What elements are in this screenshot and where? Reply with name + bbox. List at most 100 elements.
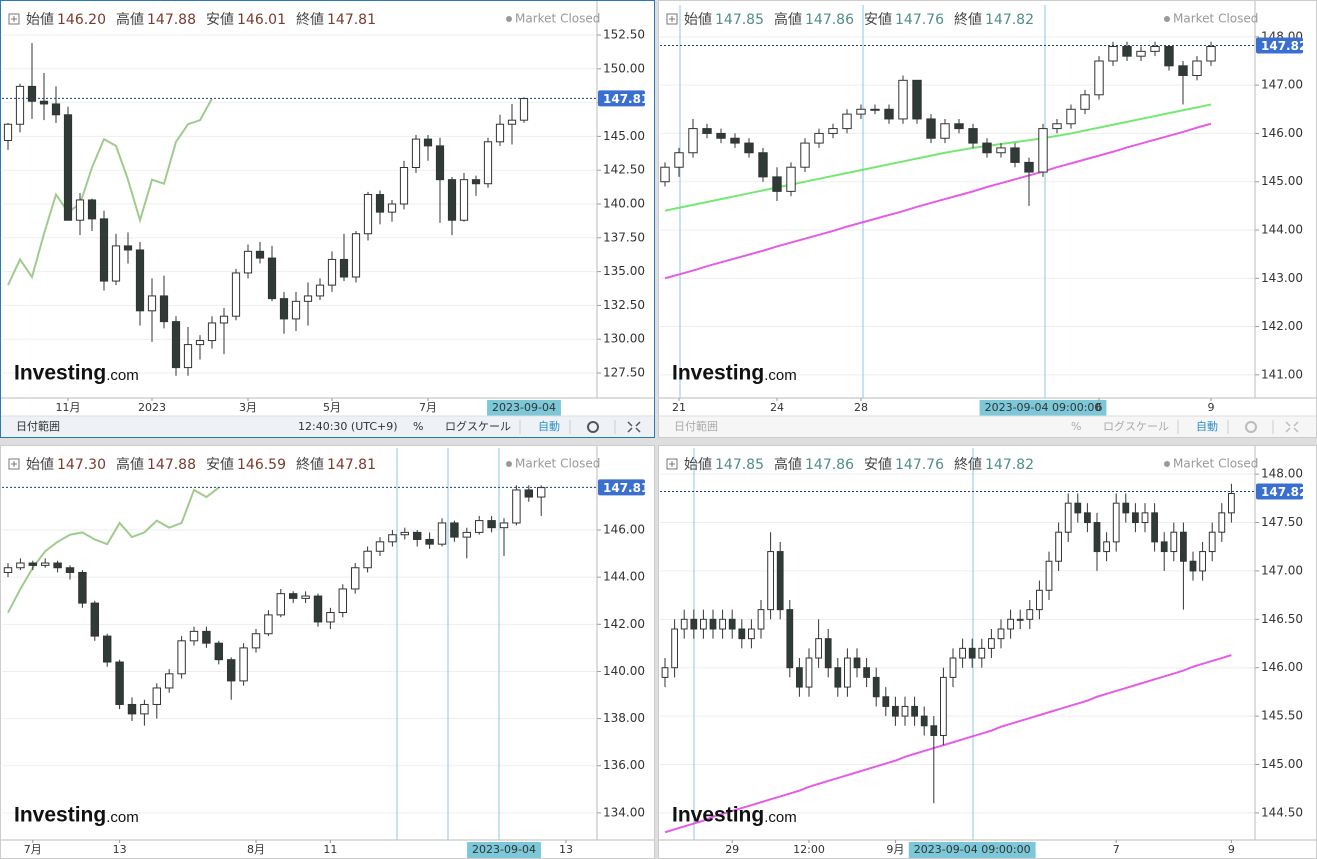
toolbar-item[interactable]: ログスケール [1103,419,1169,433]
candle-body [700,618,707,630]
market-status: Market Closed [1173,12,1258,26]
candle-body [661,667,669,678]
candle-body [87,199,97,220]
candle-body [920,715,928,727]
toolbar-item[interactable]: 日付範囲 [16,419,60,433]
candle-body [111,245,121,282]
candle-body [519,98,529,121]
header-field-name: 安値 [206,457,234,473]
toolbar [658,415,1317,438]
candle-body [462,531,472,538]
candle-body [954,123,964,130]
candle-body [425,538,434,545]
candle-body [842,113,852,130]
candle-body [800,142,810,168]
candle-body [99,218,109,282]
candle-body [171,321,181,369]
candle-body [688,128,698,154]
toolbar-item[interactable]: 自動 [538,419,560,433]
candle-body [1189,560,1197,572]
candle-body [3,123,13,141]
x-tick-label: 2023-09-04 [492,401,556,414]
settings-button[interactable] [1245,421,1257,433]
toolbar-item[interactable]: ログスケール [445,419,511,433]
candle-body [738,628,746,640]
candle-body [898,79,908,120]
header-field-name: 終値 [954,12,982,28]
candle-body [772,176,782,192]
candle-body [968,128,978,144]
candle-body [1150,46,1160,52]
candle-body [1066,108,1076,125]
candle-body [135,249,145,312]
candle-body [815,638,822,659]
candle-body [28,562,38,566]
toolbar-item[interactable]: 12:40:30 (UTC+9) [298,420,398,433]
toolbar-item[interactable]: 日付範囲 [674,419,718,433]
candle-body [3,567,13,573]
y-tick-label: 146.50 [1261,612,1303,626]
fullscreen-button[interactable] [1285,421,1299,433]
candle-body [195,340,205,346]
fullscreen-button[interactable] [627,421,641,433]
header-field-value: 147.88 [147,457,196,473]
x-tick-label: 2023-09-04 09:00:00 [914,843,1031,856]
candle-body [102,635,112,663]
x-tick-label: 29 [725,843,739,856]
header-field-name: 終値 [954,457,982,473]
x-tick-label: 2023-09-04 [472,843,536,856]
header-field-name: 安値 [864,12,892,28]
candle-body [996,147,1006,154]
candle-body [1036,589,1043,611]
candle-body [375,194,385,213]
candle-body [744,142,754,154]
candle-body [450,522,459,538]
x-tick-label: 6 [1096,401,1103,414]
toolbar-item[interactable]: % [1071,420,1081,433]
candle-body [435,145,445,181]
candle-body [27,85,37,102]
header-field-value: 146.59 [237,457,286,473]
candle-body [276,593,286,616]
header-field-name: 始値 [26,457,54,473]
header-field-value: 147.82 [985,457,1034,473]
candle-body [487,520,496,529]
chart-panel: 141.00 142.00 143.00 144.00 145.00 146.00 147.… [658,0,1317,438]
toolbar-item[interactable]: % [413,420,423,433]
header-field-name: 安値 [206,12,234,28]
candle-body [940,676,947,736]
market-status: Market Closed [1173,457,1258,471]
candle-body [423,138,433,147]
toolbar-item[interactable]: 自動 [1196,419,1218,433]
y-tick-label: 136.00 [603,758,645,772]
header-field-value: 147.86 [805,457,854,473]
candle-body [63,114,73,221]
settings-button[interactable] [587,421,599,433]
candle-body [828,128,838,134]
candle-body [805,657,813,688]
candle-body [189,630,199,642]
header-field-value: 147.82 [985,12,1034,28]
status-dot [506,16,512,22]
candle-body [1074,502,1082,514]
candle-body [177,640,186,675]
candle-body [207,322,217,342]
candle-body [786,609,794,669]
watermark: Investing [14,804,106,827]
y-tick-label: 141.00 [1261,367,1303,381]
candle-body [1141,512,1149,524]
y-tick-label: 145.00 [603,129,645,143]
header-field-value: 146.01 [237,12,286,28]
candle-body [978,647,986,659]
y-tick-label: 147.50 [1261,515,1303,529]
candle-body [1108,46,1118,62]
header-field-name: 高値 [116,456,144,473]
candle-body [824,638,832,669]
panel-border [658,445,1317,859]
candle-body [350,567,360,590]
candle-body [495,123,505,143]
header-field-value: 147.85 [715,457,764,473]
candle-body [411,138,421,168]
candle-body [912,79,922,120]
